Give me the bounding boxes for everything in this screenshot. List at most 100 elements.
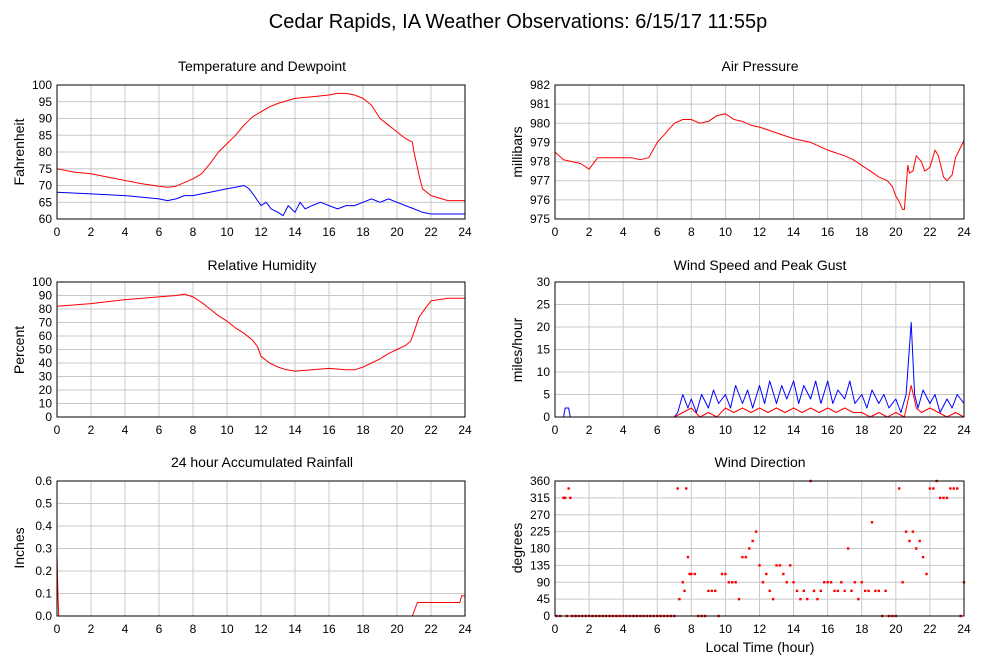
y-tick-label: 80 xyxy=(39,145,53,159)
x-tick-label: 8 xyxy=(190,622,197,636)
y-tick-label: 981 xyxy=(530,97,550,111)
y-tick-label: 10 xyxy=(39,397,53,411)
data-point xyxy=(741,555,744,559)
data-point xyxy=(884,589,887,593)
x-tick-label: 8 xyxy=(190,423,197,437)
data-point xyxy=(567,487,570,490)
data-point xyxy=(792,581,795,584)
data-point xyxy=(867,589,870,593)
y-tick-label: 135 xyxy=(530,558,550,572)
data-point xyxy=(949,487,952,490)
series-line xyxy=(56,293,465,372)
x-tick-label: 2 xyxy=(88,225,95,239)
x-tick-label: 4 xyxy=(122,423,129,437)
y-tick-label: 100 xyxy=(32,275,52,289)
data-point xyxy=(806,597,809,601)
x-tick-label: 12 xyxy=(753,225,767,239)
y-tick-label: 50 xyxy=(39,343,53,357)
data-point xyxy=(863,589,867,593)
x-tick-label: 4 xyxy=(122,622,129,636)
plot-frame xyxy=(554,480,965,617)
y-tick-label: 979 xyxy=(530,135,550,149)
data-point xyxy=(754,530,758,533)
data-point xyxy=(802,589,806,593)
data-point xyxy=(744,555,748,559)
y-tick-label: 10 xyxy=(537,365,551,379)
chart-title: Wind Direction xyxy=(714,454,805,470)
series-line xyxy=(56,552,465,617)
data-point xyxy=(799,597,802,601)
data-point xyxy=(686,555,690,559)
data-point xyxy=(918,539,921,543)
x-tick-label: 16 xyxy=(322,423,336,437)
y-tick-label: 100 xyxy=(32,78,52,92)
data-point xyxy=(678,597,681,601)
x-tick-label: 14 xyxy=(288,622,302,636)
data-point xyxy=(945,496,949,500)
data-point xyxy=(795,589,799,593)
page-title: Cedar Rapids, IA Weather Observations: 6… xyxy=(269,11,767,33)
data-point xyxy=(833,589,836,593)
y-tick-label: 360 xyxy=(530,474,550,488)
x-tick-label: 16 xyxy=(322,225,336,239)
x-tick-label: 18 xyxy=(356,423,370,437)
chart-title: 24 hour Accumulated Rainfall xyxy=(171,454,353,470)
x-tick-label: 22 xyxy=(923,225,937,239)
chart-title: Temperature and Dewpoint xyxy=(178,58,346,74)
x-tick-label: 6 xyxy=(156,622,163,636)
data-point xyxy=(955,487,959,490)
x-tick-label: 12 xyxy=(254,225,268,239)
x-tick-label: 22 xyxy=(424,225,438,239)
x-tick-label: 20 xyxy=(889,225,903,239)
x-tick-label: 20 xyxy=(390,622,404,636)
x-tick-label: 10 xyxy=(719,225,733,239)
data-point xyxy=(707,589,710,593)
x-tick-label: 10 xyxy=(220,423,234,437)
plot-frame xyxy=(554,84,965,220)
data-point xyxy=(685,487,688,490)
y-tick-label: 0 xyxy=(45,410,52,424)
x-tick-label: 20 xyxy=(889,423,903,437)
x-tick-label: 14 xyxy=(787,225,801,239)
x-tick-label: 8 xyxy=(688,423,695,437)
x-tick-label: 4 xyxy=(620,423,627,437)
data-point xyxy=(860,581,863,584)
y-tick-label: 978 xyxy=(530,155,550,169)
data-point xyxy=(819,589,823,593)
x-tick-label: 18 xyxy=(855,622,869,636)
data-point xyxy=(720,572,724,576)
y-tick-label: 80 xyxy=(39,302,53,316)
data-point xyxy=(771,597,775,601)
data-point xyxy=(778,564,782,567)
x-tick-label: 0 xyxy=(552,225,559,239)
y-tick-label: 70 xyxy=(39,179,53,193)
x-tick-label: 22 xyxy=(923,423,937,437)
x-tick-label: 10 xyxy=(719,423,733,437)
y-tick-label: 0.5 xyxy=(35,497,52,511)
data-point xyxy=(676,487,679,490)
x-tick-label: 8 xyxy=(688,622,695,636)
data-point xyxy=(768,589,771,593)
data-point xyxy=(812,589,816,593)
data-point xyxy=(932,487,935,490)
data-point xyxy=(690,572,693,576)
data-point xyxy=(775,564,778,567)
data-point xyxy=(765,572,768,576)
data-point xyxy=(569,496,572,500)
y-tick-label: 982 xyxy=(530,78,550,92)
x-tick-label: 20 xyxy=(390,423,404,437)
data-point xyxy=(857,597,860,601)
x-tick-label: 10 xyxy=(220,225,234,239)
data-point xyxy=(870,521,874,524)
x-tick-label: 22 xyxy=(424,423,438,437)
y-tick-label: 270 xyxy=(530,508,550,522)
x-tick-label: 22 xyxy=(424,622,438,636)
data-point xyxy=(562,496,565,500)
data-point xyxy=(908,539,911,543)
y-tick-label: 20 xyxy=(39,383,53,397)
data-point xyxy=(734,581,737,584)
x-tick-label: 14 xyxy=(787,423,801,437)
data-point xyxy=(829,581,833,584)
y-axis-label: Fahrenheit xyxy=(11,118,27,185)
